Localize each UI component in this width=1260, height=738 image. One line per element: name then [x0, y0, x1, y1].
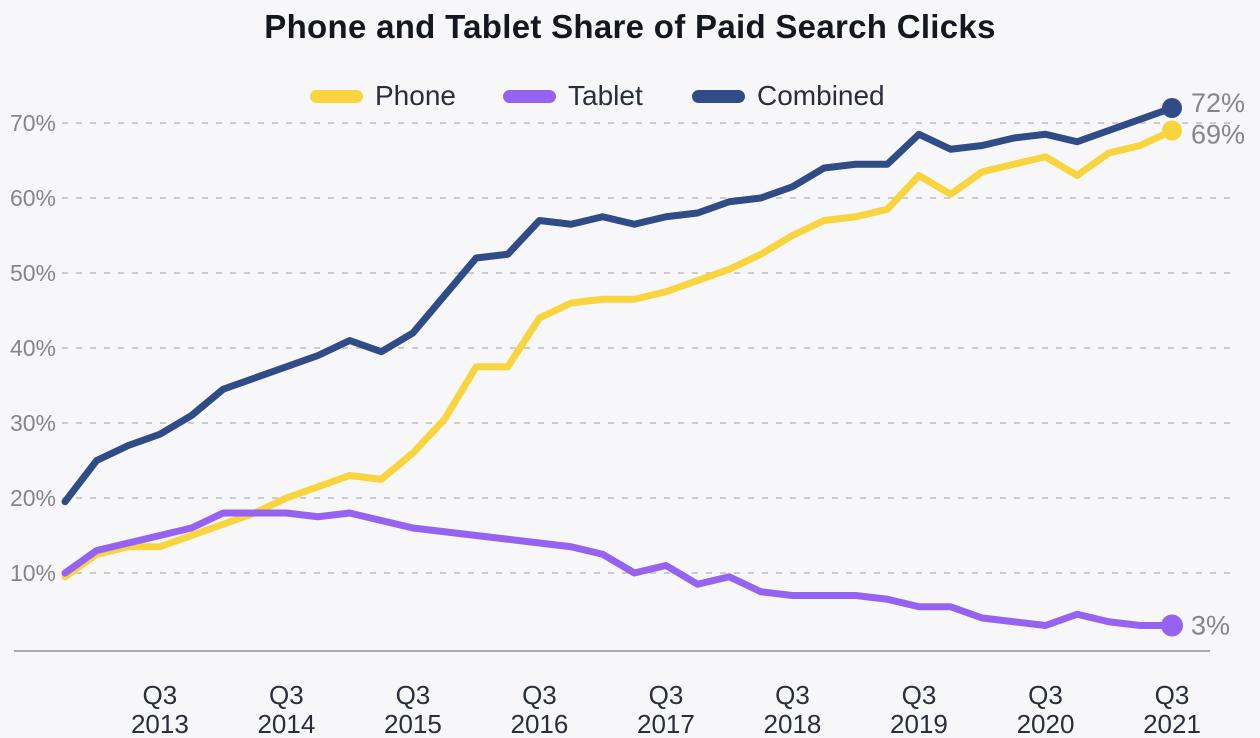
legend-label-tablet: Tablet	[568, 80, 643, 111]
x-axis-tick-year: 2014	[257, 709, 315, 738]
series-end-dot-combined	[1162, 98, 1182, 118]
x-axis-tick-year: 2015	[384, 709, 442, 738]
legend-item-phone: Phone	[310, 82, 456, 110]
x-axis-tick-year: 2020	[1017, 709, 1075, 738]
x-axis-tick-quarter: Q3	[269, 680, 304, 710]
legend-item-combined: Combined	[692, 82, 885, 110]
series-end-dot-tablet	[1161, 614, 1183, 637]
y-axis-tick-label: 70%	[10, 110, 56, 136]
x-axis-tick-year: 2019	[890, 709, 948, 738]
tablet-swatch-icon	[503, 89, 556, 103]
series-end-value-label-phone: 69%	[1191, 120, 1245, 150]
legend-label-phone: Phone	[375, 80, 456, 111]
x-axis-tick-quarter: Q3	[649, 680, 684, 710]
x-axis-tick-year: 2013	[131, 709, 189, 738]
series-end-dot-phone	[1162, 120, 1182, 141]
y-axis-tick-label: 20%	[10, 485, 56, 511]
x-axis-tick-year: 2016	[511, 709, 569, 738]
x-axis-tick-quarter: Q3	[775, 680, 810, 710]
series-line-tablet	[61, 509, 1176, 629]
x-axis-tick-quarter: Q3	[902, 680, 937, 710]
series-end-value-label-combined: 72%	[1191, 88, 1245, 118]
x-axis-tick-quarter: Q3	[522, 680, 557, 710]
combined-swatch-icon	[692, 89, 745, 103]
x-axis-tick-quarter: Q3	[396, 680, 431, 710]
legend-label-combined: Combined	[757, 80, 885, 111]
y-axis-tick-label: 30%	[10, 410, 56, 436]
x-axis-tick-quarter: Q3	[143, 680, 178, 710]
y-axis-tick-label: 40%	[10, 335, 56, 361]
y-axis-tick-label: 10%	[10, 560, 56, 586]
x-axis-tick-year: 2017	[637, 709, 695, 738]
x-axis-tick-year: 2021	[1143, 709, 1201, 738]
y-axis-tick-label: 60%	[10, 185, 56, 211]
phone-swatch-icon	[310, 89, 363, 103]
series-end-value-label-tablet: 3%	[1191, 611, 1230, 641]
y-axis-tick-label: 50%	[10, 260, 56, 286]
series-line-combined	[61, 104, 1176, 506]
x-axis-tick-quarter: Q3	[1155, 680, 1190, 710]
legend-item-tablet: Tablet	[503, 82, 643, 110]
x-axis-tick-year: 2018	[764, 709, 822, 738]
x-axis-tick-quarter: Q3	[1028, 680, 1063, 710]
chart-title: Phone and Tablet Share of Paid Search Cl…	[264, 8, 996, 45]
